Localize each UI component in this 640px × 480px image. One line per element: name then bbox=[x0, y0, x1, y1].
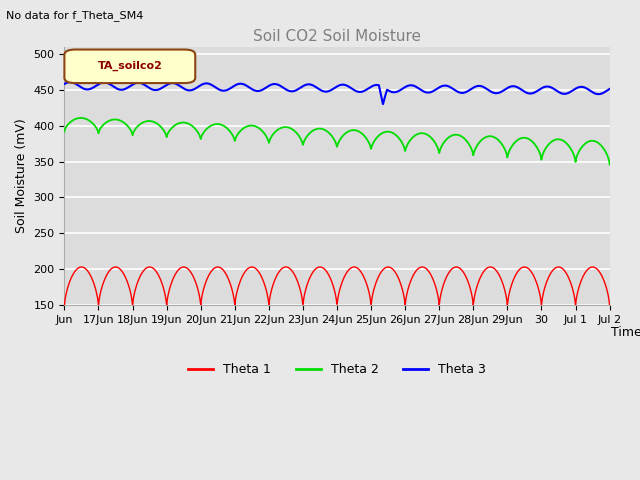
X-axis label: Time: Time bbox=[611, 325, 640, 338]
Y-axis label: Soil Moisture (mV): Soil Moisture (mV) bbox=[15, 119, 28, 233]
Text: TA_soilco2: TA_soilco2 bbox=[97, 61, 163, 72]
Text: No data for f_Theta_SM4: No data for f_Theta_SM4 bbox=[6, 10, 144, 21]
Title: Soil CO2 Soil Moisture: Soil CO2 Soil Moisture bbox=[253, 29, 421, 44]
FancyBboxPatch shape bbox=[65, 49, 195, 83]
Legend: Theta 1, Theta 2, Theta 3: Theta 1, Theta 2, Theta 3 bbox=[182, 358, 492, 381]
